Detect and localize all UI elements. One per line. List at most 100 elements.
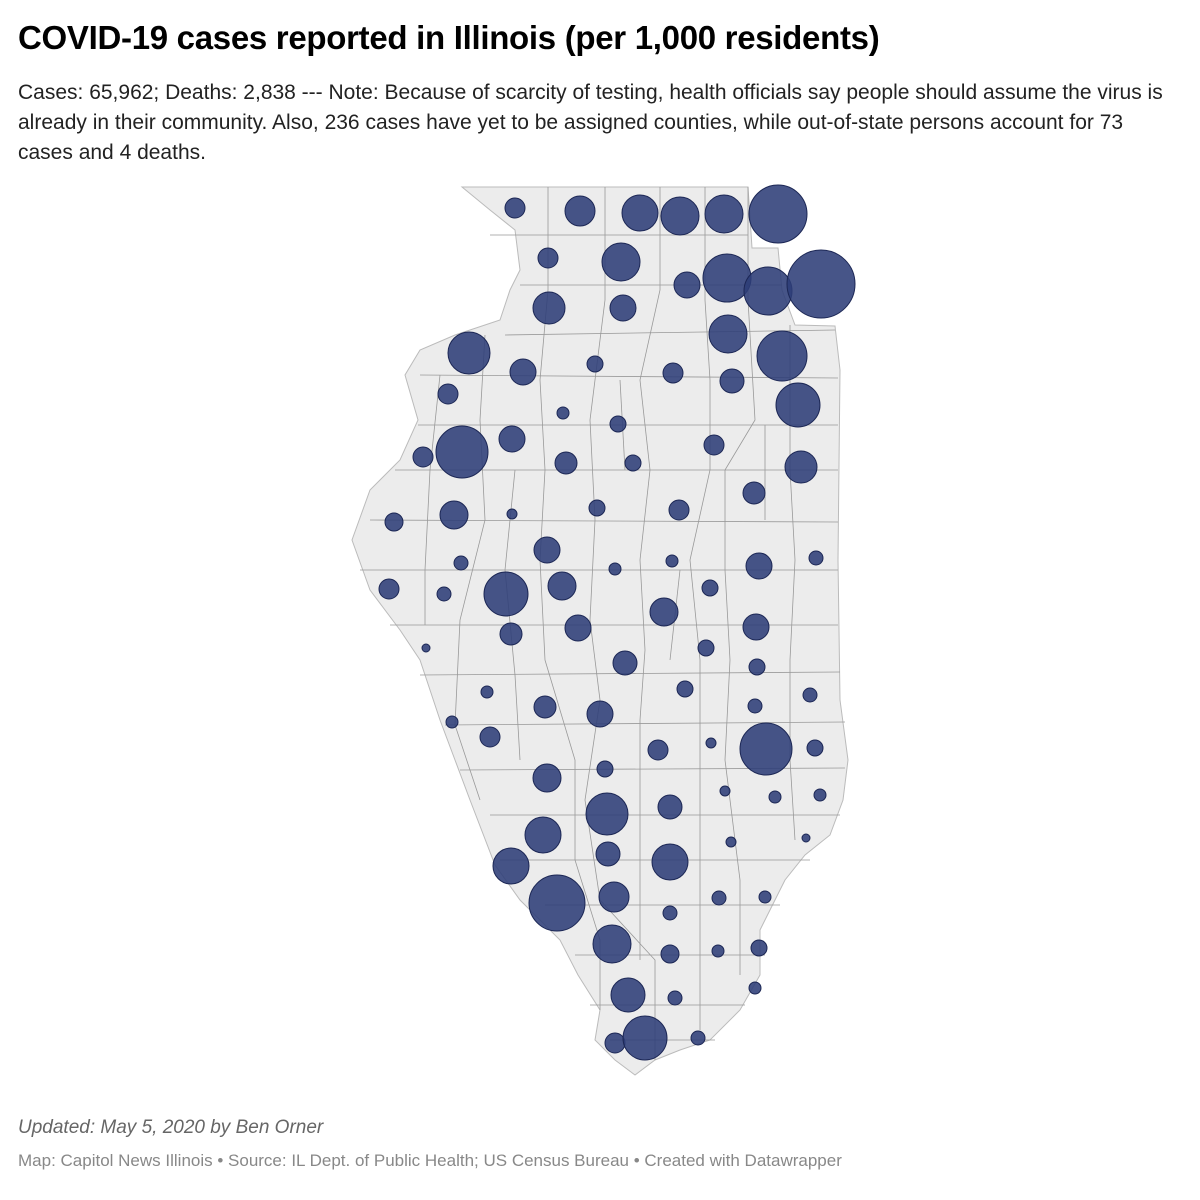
county-bubble[interactable]: [703, 434, 725, 456]
county-bubble[interactable]: [690, 1030, 706, 1046]
county-bubble[interactable]: [756, 330, 808, 382]
county-bubble[interactable]: [704, 194, 744, 234]
county-bubble[interactable]: [479, 726, 501, 748]
county-bubble[interactable]: [808, 550, 824, 566]
county-bubble[interactable]: [768, 790, 782, 804]
county-bubble[interactable]: [595, 841, 621, 867]
updated-note: Updated: May 5, 2020 by Ben Orner: [18, 1117, 324, 1138]
county-bubble[interactable]: [624, 454, 642, 472]
county-bubble[interactable]: [610, 977, 646, 1013]
county-bubble[interactable]: [445, 715, 459, 729]
county-bubble[interactable]: [608, 562, 622, 576]
county-bubble[interactable]: [547, 571, 577, 601]
county-bubble[interactable]: [483, 571, 529, 617]
county-bubble[interactable]: [499, 622, 523, 646]
county-bubble[interactable]: [533, 695, 557, 719]
county-bubble[interactable]: [498, 425, 526, 453]
county-bubble[interactable]: [801, 833, 811, 843]
county-bubble[interactable]: [586, 355, 604, 373]
county-bubble[interactable]: [528, 874, 586, 932]
chart-title: COVID-19 cases reported in Illinois (per…: [18, 19, 880, 56]
county-bubble[interactable]: [719, 785, 731, 797]
county-bubble[interactable]: [784, 450, 818, 484]
county-bubble[interactable]: [742, 613, 770, 641]
county-bubble[interactable]: [447, 331, 491, 375]
county-bubble[interactable]: [554, 451, 578, 475]
county-bubble[interactable]: [758, 890, 772, 904]
county-bubble[interactable]: [596, 760, 614, 778]
county-bubble[interactable]: [697, 639, 715, 657]
county-bubble[interactable]: [609, 294, 637, 322]
county-bubble[interactable]: [506, 508, 518, 520]
county-bubble[interactable]: [747, 698, 763, 714]
county-bubble[interactable]: [748, 658, 766, 676]
county-bubble[interactable]: [660, 196, 700, 236]
county-bubble[interactable]: [743, 266, 793, 316]
county-bubble[interactable]: [384, 512, 404, 532]
county-bubble[interactable]: [739, 722, 793, 776]
county-bubble[interactable]: [609, 415, 627, 433]
county-bubble[interactable]: [719, 368, 745, 394]
county-bubble[interactable]: [806, 739, 824, 757]
county-bubble[interactable]: [662, 362, 684, 384]
county-bubble[interactable]: [532, 291, 566, 325]
source-credit: Map: Capitol News Illinois • Source: IL …: [18, 1151, 842, 1170]
county-bubble[interactable]: [748, 184, 808, 244]
county-bubble[interactable]: [708, 314, 748, 354]
county-bubble[interactable]: [480, 685, 494, 699]
county-bubble[interactable]: [665, 554, 679, 568]
county-bubble[interactable]: [621, 194, 659, 232]
county-bubble[interactable]: [802, 687, 818, 703]
county-bubble[interactable]: [435, 425, 489, 479]
county-bubble[interactable]: [676, 680, 694, 698]
county-bubble[interactable]: [657, 794, 683, 820]
county-bubble[interactable]: [673, 271, 701, 299]
county-bubble[interactable]: [667, 990, 683, 1006]
county-bubble[interactable]: [705, 737, 717, 749]
county-bubble[interactable]: [612, 650, 638, 676]
county-bubble[interactable]: [622, 1015, 668, 1061]
county-bubble[interactable]: [378, 578, 400, 600]
county-bubble[interactable]: [509, 358, 537, 386]
county-bubble[interactable]: [668, 499, 690, 521]
county-bubble[interactable]: [649, 597, 679, 627]
county-bubble[interactable]: [532, 763, 562, 793]
county-bubble[interactable]: [745, 552, 773, 580]
county-bubble[interactable]: [592, 924, 632, 964]
county-bubble[interactable]: [750, 939, 768, 957]
county-bubble[interactable]: [725, 836, 737, 848]
county-bubble[interactable]: [412, 446, 434, 468]
county-bubble[interactable]: [586, 700, 614, 728]
county-bubble[interactable]: [533, 536, 561, 564]
county-bubble[interactable]: [524, 816, 562, 854]
county-bubble[interactable]: [439, 500, 469, 530]
chart-subtitle: Cases: 65,962; Deaths: 2,838 --- Note: B…: [18, 81, 1163, 164]
county-bubble[interactable]: [504, 197, 526, 219]
county-bubble[interactable]: [537, 247, 559, 269]
county-bubble[interactable]: [598, 881, 630, 913]
county-bubble[interactable]: [453, 555, 469, 571]
county-bubble[interactable]: [748, 981, 762, 995]
county-bubble[interactable]: [604, 1032, 626, 1054]
county-bubble[interactable]: [585, 792, 629, 836]
county-bubble[interactable]: [588, 499, 606, 517]
county-bubble[interactable]: [564, 614, 592, 642]
county-bubble[interactable]: [742, 481, 766, 505]
county-bubble[interactable]: [601, 242, 641, 282]
county-bubble[interactable]: [647, 739, 669, 761]
county-bubble[interactable]: [711, 944, 725, 958]
county-bubble[interactable]: [492, 847, 530, 885]
county-bubble[interactable]: [701, 579, 719, 597]
county-bubble[interactable]: [711, 890, 727, 906]
county-bubble[interactable]: [436, 586, 452, 602]
county-bubble[interactable]: [813, 788, 827, 802]
county-bubble[interactable]: [660, 944, 680, 964]
county-bubble[interactable]: [775, 382, 821, 428]
county-bubble[interactable]: [437, 383, 459, 405]
county-bubble[interactable]: [421, 643, 431, 653]
county-bubble[interactable]: [556, 406, 570, 420]
county-bubble[interactable]: [662, 905, 678, 921]
county-bubble[interactable]: [564, 195, 596, 227]
county-bubble[interactable]: [786, 249, 856, 319]
county-bubble[interactable]: [651, 843, 689, 881]
